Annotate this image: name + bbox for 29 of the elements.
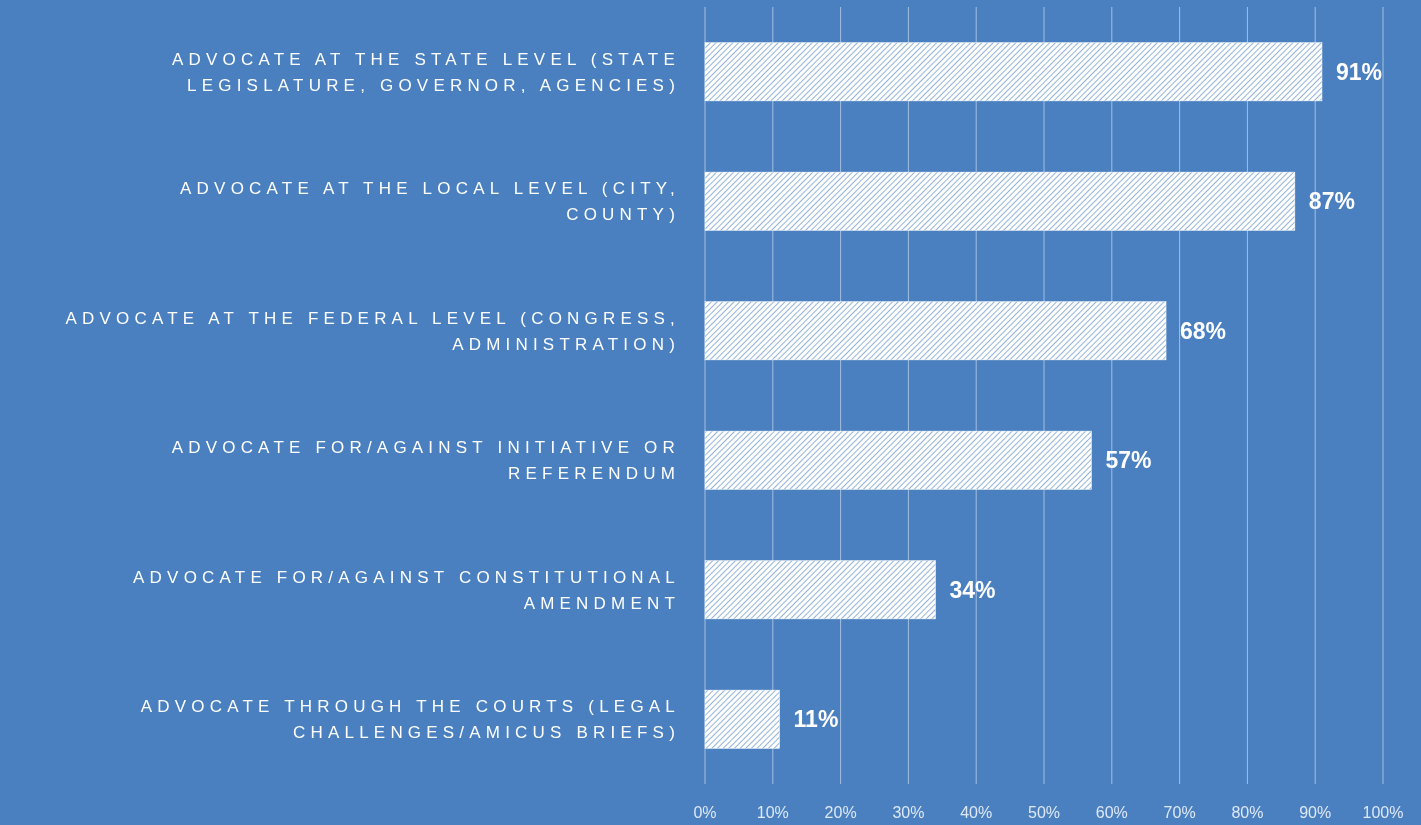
x-tick-label: 70% — [1163, 804, 1196, 821]
y-tick-label: ADVOCATE FOR/AGAINST INITIATIVE OR REFERENDUM — [171, 438, 680, 484]
data-label: 68% — [1180, 317, 1227, 344]
x-tick-label: 40% — [960, 804, 993, 821]
x-tick-label: 50% — [1027, 804, 1061, 821]
x-tick-label: 90% — [1299, 804, 1332, 821]
data-label: 34% — [949, 576, 996, 603]
data-label: 11% — [793, 706, 839, 733]
x-tick-label: 60% — [1095, 804, 1128, 821]
y-tick-label: ADVOCATE FOR/AGAINST CONSTITUTIONAL AMENDMENT — [133, 567, 680, 613]
x-tick-label: 10% — [756, 804, 789, 821]
data-label: 57% — [1105, 447, 1152, 474]
bar — [704, 430, 1092, 490]
bar — [704, 301, 1167, 361]
bar — [704, 171, 1296, 231]
bar — [704, 689, 780, 749]
y-tick-label: ADVOCATE AT THE LOCAL LEVEL (CITY, COUNTY) — [180, 179, 680, 225]
bar — [704, 42, 1323, 102]
data-label: 91% — [1335, 58, 1383, 85]
x-tick-label: 100% — [1362, 804, 1404, 821]
x-tick-label: 80% — [1231, 804, 1264, 821]
y-tick-label: ADVOCATE AT THE FEDERAL LEVEL (CONGRESS, ADMINISTRATION) — [65, 308, 680, 354]
data-label: 87% — [1308, 188, 1355, 215]
y-tick-label: ADVOCATE THROUGH THE COURTS (LEGAL CHALLENGES/AMICUS BRIEFS) — [140, 697, 680, 743]
x-tick-label: 20% — [824, 804, 857, 821]
x-tick-label: 0% — [693, 804, 717, 821]
y-tick-label: ADVOCATE AT THE STATE LEVEL (STATE LEGISLATURE, GOVERNOR, AGENCIES) — [171, 49, 680, 95]
bar — [704, 560, 936, 620]
x-tick-label: 30% — [892, 804, 925, 821]
